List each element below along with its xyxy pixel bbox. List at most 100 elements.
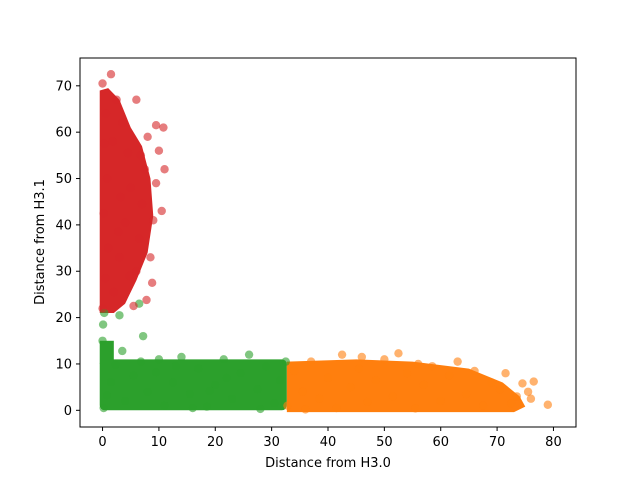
y-tick-label: 0: [64, 404, 72, 419]
data-point-series-1-14: [394, 349, 403, 358]
data-point-series-2-23: [142, 295, 151, 305]
data-point-series-2-1: [101, 273, 110, 283]
data-point-series-0-18: [177, 352, 186, 362]
data-point-series-1-34: [543, 400, 553, 409]
y-tick-label: 60: [55, 126, 72, 141]
x-tick-label: 50: [376, 435, 393, 450]
x-tick-label: 70: [489, 435, 506, 450]
data-point-series-1-12: [380, 355, 389, 364]
data-point-series-2-22: [129, 301, 138, 311]
data-point-series-2-27: [154, 146, 164, 155]
data-point-series-1-35: [301, 405, 310, 414]
data-point-series-1-32: [529, 377, 538, 386]
data-point-series-1-23: [470, 366, 479, 376]
data-point-series-2-28: [151, 121, 161, 130]
data-point-series-0-9: [129, 371, 138, 380]
data-point-series-0-25: [236, 369, 245, 378]
y-tick-label: 30: [55, 265, 72, 280]
data-point-series-0-22: [211, 380, 220, 390]
data-point-series-2-29: [157, 206, 166, 216]
data-point-series-2-0: [98, 304, 107, 313]
data-point-series-2-13: [120, 218, 130, 227]
data-point-series-1-22: [461, 389, 471, 399]
data-point-series-1-28: [506, 399, 516, 408]
data-point-series-2-4: [102, 174, 112, 183]
data-point-series-0-3: [111, 360, 120, 370]
data-point-series-0-5: [98, 320, 108, 329]
data-point-series-2-32: [116, 192, 125, 202]
data-point-series-2-25: [149, 216, 158, 225]
data-point-series-0-19: [185, 389, 195, 399]
y-tick-label: 10: [55, 357, 72, 372]
data-point-series-0-15: [151, 368, 161, 377]
data-point-series-1-2: [298, 387, 307, 396]
data-point-series-0-35: [256, 404, 265, 414]
x-tick-label: 10: [151, 435, 168, 450]
y-tick-label: 40: [55, 218, 72, 233]
y-axis-label: Distance from H3.1: [33, 179, 48, 305]
data-point-series-1-7: [337, 350, 347, 359]
data-point-series-1-29: [512, 392, 522, 401]
data-point-series-1-10: [363, 397, 372, 407]
data-point-series-0-17: [168, 378, 178, 387]
data-point-series-1-33: [526, 394, 536, 403]
orange-cluster-band: [286, 359, 526, 413]
data-point-series-0-28: [261, 362, 271, 371]
data-point-series-2-3: [99, 209, 108, 218]
data-point-series-2-5: [100, 139, 109, 148]
data-point-series-2-36: [136, 151, 146, 160]
data-point-series-2-20: [143, 132, 152, 142]
x-axis-ticks: 0 10 20 30 40 50 60 70 80: [98, 427, 562, 450]
data-point-series-0-1: [102, 391, 112, 400]
data-point-series-2-15: [109, 287, 119, 297]
data-point-series-0-34: [222, 373, 231, 383]
data-point-series-2-18: [137, 199, 147, 209]
data-point-series-1-20: [444, 371, 454, 380]
data-point-series-2-17: [134, 234, 144, 243]
data-point-series-0-0: [99, 403, 108, 413]
data-point-series-2-2: [103, 243, 113, 253]
data-point-series-0-32: [154, 355, 164, 364]
data-point-series-1-1: [289, 366, 299, 376]
data-point-series-2-14: [115, 253, 124, 262]
data-point-series-0-26: [244, 350, 254, 359]
data-point-series-0-24: [227, 394, 237, 403]
data-point-series-0-4: [98, 336, 107, 345]
data-point-series-0-33: [188, 403, 197, 413]
data-point-series-1-13: [388, 392, 398, 401]
y-tick-label: 20: [55, 311, 72, 326]
x-tick-label: 80: [545, 435, 562, 450]
points-layer: [98, 70, 553, 414]
x-axis-label: Distance from H3.0: [265, 456, 391, 471]
x-tick-label: 0: [98, 435, 106, 450]
x-tick-label: 60: [432, 435, 449, 450]
data-point-series-1-4: [315, 394, 324, 403]
data-point-series-2-34: [125, 271, 134, 281]
data-point-series-0-2: [106, 377, 116, 387]
green-cluster-stem: [99, 340, 114, 364]
data-point-series-2-30: [160, 165, 169, 174]
data-point-series-1-24: [478, 401, 488, 410]
data-point-series-1-6: [332, 403, 341, 413]
data-point-series-0-8: [120, 396, 130, 406]
data-point-series-1-17: [419, 380, 429, 390]
x-tick-label: 20: [207, 435, 224, 450]
data-point-series-1-8: [346, 382, 355, 392]
data-point-series-2-35: [114, 227, 123, 237]
data-point-series-0-30: [275, 375, 285, 385]
data-point-series-1-30: [518, 379, 527, 388]
data-point-series-0-27: [253, 385, 262, 394]
data-point-series-2-10: [118, 118, 127, 128]
x-tick-label: 40: [320, 435, 337, 450]
data-point-series-2-11: [123, 148, 133, 158]
y-axis-ticks: 0 10 20 30 40 50 60 70: [55, 79, 80, 419]
data-point-series-1-16: [411, 404, 420, 413]
data-point-series-2-7: [98, 79, 107, 88]
data-point-series-0-10: [136, 357, 146, 366]
data-point-series-2-16: [132, 267, 141, 276]
data-point-series-2-12: [126, 183, 135, 192]
data-point-series-1-9: [354, 364, 364, 373]
data-point-series-1-31: [523, 387, 533, 396]
data-point-series-2-8: [106, 70, 116, 79]
